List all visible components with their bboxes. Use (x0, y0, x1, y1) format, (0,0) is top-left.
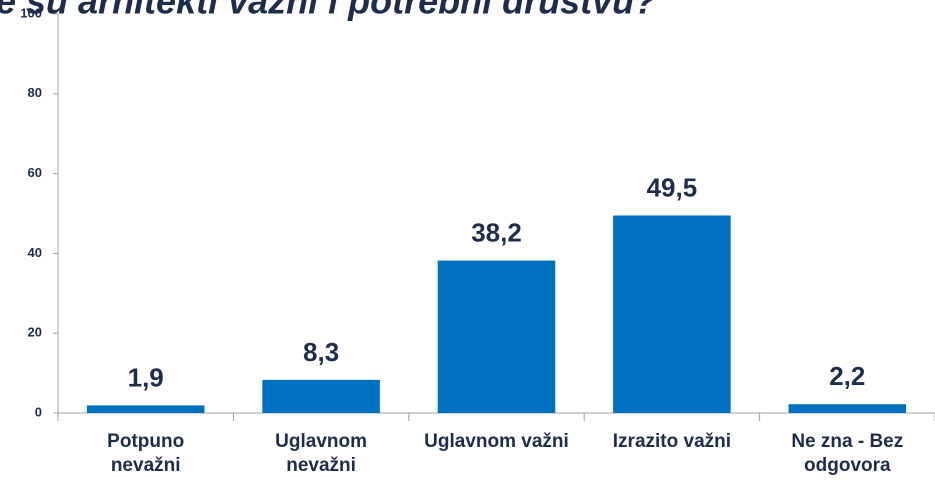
bar (613, 215, 731, 413)
bar (262, 379, 380, 413)
x-tick-label: Uglavnom važni (424, 431, 569, 452)
bar (86, 405, 205, 413)
y-tick-label: 40 (28, 245, 42, 260)
value-label: 8,3 (303, 337, 339, 367)
value-label: 38,2 (471, 217, 522, 247)
value-label: 1,9 (128, 362, 164, 392)
y-tick-label: 80 (28, 85, 42, 100)
y-tick-label: 0 (35, 404, 42, 419)
value-label: 2,2 (829, 361, 865, 391)
y-tick-label: 20 (28, 325, 42, 340)
y-tick-label: 100 (20, 5, 42, 20)
bar (437, 260, 556, 413)
chart-title: e su arhitekti važni i potrebni društvu? (0, 0, 656, 22)
x-tick-label: Ne zna - Bez odgovora (791, 431, 904, 476)
x-tick-label: Potpuno nevažni (107, 431, 185, 476)
bar (788, 404, 907, 413)
x-tick-label: Uglavnom nevažni (275, 431, 368, 476)
y-tick-label: 60 (28, 165, 42, 180)
x-tick-label: Izrazito važni (612, 431, 732, 452)
value-label: 49,5 (647, 172, 698, 202)
